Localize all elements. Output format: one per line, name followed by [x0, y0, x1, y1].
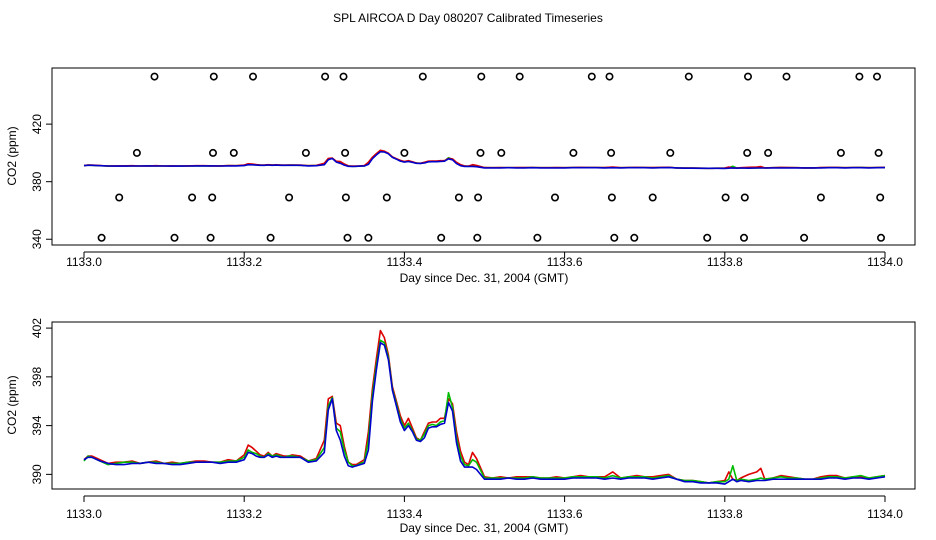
top-calibration-marker [477, 72, 486, 81]
top-calibration-marker [437, 233, 446, 242]
top-calibration-marker [836, 148, 845, 157]
top-x-tick-label: 1133.0 [66, 255, 102, 269]
top-y-axis-label: CO2 (ppm) [5, 126, 19, 185]
top-calibration-marker [684, 72, 693, 81]
top-calibration-marker [550, 193, 559, 202]
top-calibration-marker [364, 233, 373, 242]
top-calibration-marker [648, 193, 657, 202]
bottom-x-tick-label: 1133.4 [386, 507, 422, 521]
top-calibration-marker [876, 233, 885, 242]
bottom-panel: 1133.0 1133.2 1133.4 1133.6 1133.8 1134.0 390… [5, 318, 916, 535]
top-series-blue [83, 151, 886, 170]
bottom-y-tick-label: 402 [30, 318, 44, 338]
top-calibration-marker [97, 233, 106, 242]
top-x-tick-label: 1133.6 [547, 255, 583, 269]
top-calibration-marker [474, 193, 483, 202]
top-calibration-marker [607, 148, 616, 157]
bottom-x-tick-label: 1133.0 [66, 507, 102, 521]
top-calibration-marker [418, 72, 427, 81]
top-calibration-marker [209, 72, 218, 81]
top-calibration-marker [188, 193, 197, 202]
top-y-tick-label: 420 [30, 114, 44, 134]
top-calibration-marker [301, 148, 310, 157]
top-calibration-marker [743, 148, 752, 157]
top-calibration-marker [150, 72, 159, 81]
top-calibration-marker [630, 233, 639, 242]
top-y-tick-label: 340 [30, 229, 44, 249]
top-calibration-marker [610, 233, 619, 242]
top-calibration-marker [209, 148, 218, 157]
top-calibration-marker [740, 193, 749, 202]
top-calibration-marker [739, 233, 748, 242]
top-calibration-marker [876, 193, 885, 202]
top-calibration-marker [607, 193, 616, 202]
top-x-tick-label: 1133.8 [707, 255, 743, 269]
chart-title: SPL AIRCOA D Day 080207 Calibrated Times… [333, 11, 603, 25]
top-calibration-marker [764, 148, 773, 157]
top-calibration-marker [874, 148, 883, 157]
top-calibration-marker [721, 193, 730, 202]
bottom-series-group [83, 329, 886, 485]
top-calibration-marker [515, 72, 524, 81]
top-calibration-marker [816, 193, 825, 202]
top-calibration-marker [569, 148, 578, 157]
top-calibration-marker [855, 72, 864, 81]
top-calibration-marker [343, 233, 352, 242]
bottom-series-blue [83, 341, 886, 485]
top-x-tick-label: 1133.2 [226, 255, 262, 269]
top-calibration-marker [666, 148, 675, 157]
bottom-x-axis: 1133.0 1133.2 1133.4 1133.6 1133.8 1134.0 [66, 495, 903, 521]
top-calibration-marker [208, 193, 217, 202]
top-x-tick-label: 1134.0 [867, 255, 903, 269]
top-calibration-marker [170, 233, 179, 242]
top-y-tick-label: 380 [30, 171, 44, 191]
top-calibration-marker [703, 233, 712, 242]
top-calibration-marker [115, 193, 124, 202]
bottom-x-tick-label: 1133.8 [707, 507, 743, 521]
top-calibration-marker [533, 233, 542, 242]
top-plot-frame [51, 67, 916, 246]
bottom-x-axis-label: Day since Dec. 31, 2004 (GMT) [400, 521, 569, 535]
bottom-y-axis-label: CO2 (ppm) [5, 375, 19, 434]
top-x-tick-label: 1133.4 [386, 255, 422, 269]
top-calibration-marker [497, 148, 506, 157]
top-x-axis: 1133.0 1133.2 1133.4 1133.6 1133.8 1134.0 [66, 251, 903, 269]
bottom-x-tick-label: 1134.0 [867, 507, 903, 521]
top-calibration-marker [339, 72, 348, 81]
bottom-x-tick-label: 1133.2 [226, 507, 262, 521]
top-calibration-marker [321, 72, 330, 81]
top-calibration-marker [872, 72, 881, 81]
top-calibration-marker [229, 148, 238, 157]
top-calibration-marker [341, 148, 350, 157]
top-x-axis-label: Day since Dec. 31, 2004 (GMT) [400, 271, 569, 285]
top-calibration-marker [400, 148, 409, 157]
top-calibration-marker [605, 72, 614, 81]
top-panel: 1133.0 1133.2 1133.4 1133.6 1133.8 1134.0 340… [5, 67, 916, 285]
bottom-series-green [83, 339, 886, 484]
top-calibration-marker [285, 193, 294, 202]
bottom-y-axis: 390 394 398 402 [30, 318, 53, 484]
bottom-y-tick-label: 390 [30, 464, 44, 484]
bottom-y-tick-label: 398 [30, 367, 44, 387]
top-calibration-marker [132, 148, 141, 157]
top-calibration-marker [743, 72, 752, 81]
top-calibration-marker [782, 72, 791, 81]
top-calibration-marker [454, 193, 463, 202]
top-markers-group [97, 72, 885, 242]
top-calibration-marker [476, 148, 485, 157]
top-calibration-marker [266, 233, 275, 242]
top-y-axis: 340 380 420 [30, 114, 53, 249]
top-calibration-marker [249, 72, 258, 81]
top-calibration-marker [473, 233, 482, 242]
top-calibration-marker [206, 233, 215, 242]
top-calibration-marker [800, 233, 809, 242]
top-calibration-marker [382, 193, 391, 202]
top-series-group [83, 149, 886, 170]
bottom-y-tick-label: 394 [30, 415, 44, 435]
bottom-x-tick-label: 1133.6 [547, 507, 583, 521]
top-calibration-marker [341, 193, 350, 202]
top-calibration-marker [587, 72, 596, 81]
bottom-series-red [83, 329, 886, 484]
